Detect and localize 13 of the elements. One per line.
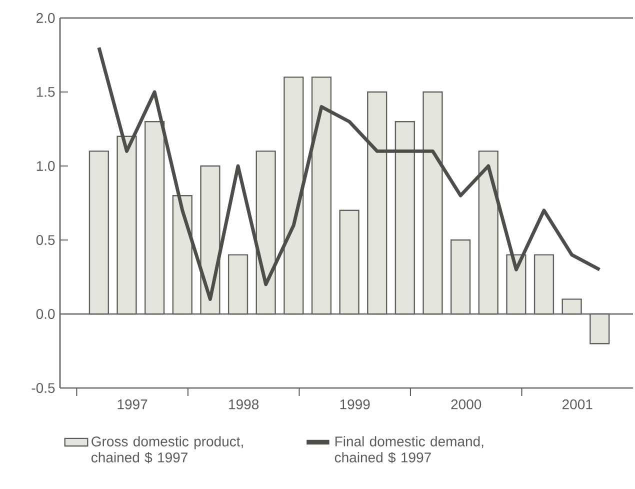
y-tick-label: -0.5 bbox=[32, 383, 55, 393]
x-tick-label: 1997 bbox=[118, 399, 148, 410]
y-tick-label: 0.5 bbox=[36, 235, 55, 245]
y-tick-label: 1.5 bbox=[36, 87, 55, 97]
y-tick-label: 0.0 bbox=[36, 309, 55, 319]
x-tick-label: 1999 bbox=[340, 399, 370, 410]
legend-label: Final domestic demand, chained $ 1997 bbox=[334, 436, 484, 464]
legend-label: Gross domestic product, chained $ 1997 bbox=[91, 436, 243, 464]
x-tick-label: 1998 bbox=[229, 399, 259, 410]
x-tick-label: 2001 bbox=[562, 399, 592, 410]
y-tick-label: 2.0 bbox=[36, 13, 55, 23]
x-tick-label: 2000 bbox=[451, 399, 482, 410]
y-tick-label: 1.0 bbox=[36, 161, 55, 171]
